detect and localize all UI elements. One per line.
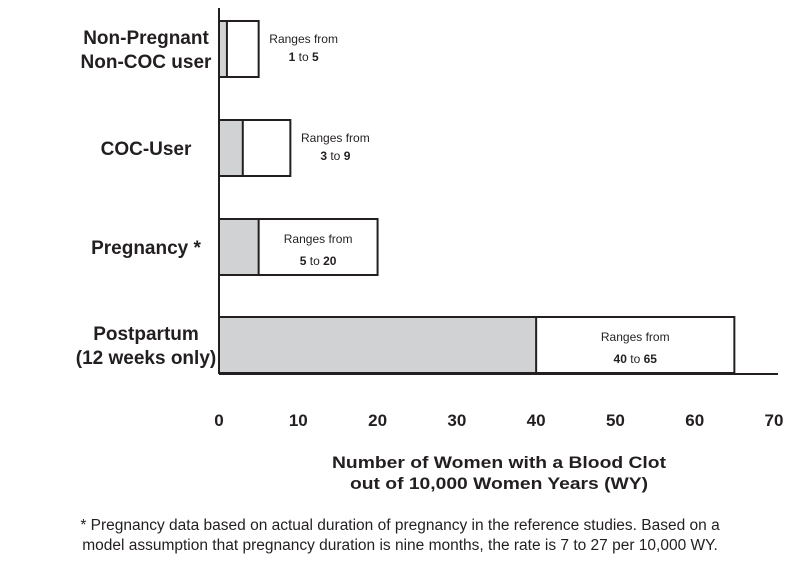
range-high: 20: [323, 254, 337, 268]
x-tick-label: 0: [214, 411, 223, 430]
range-label-prefix: Ranges from: [301, 131, 370, 145]
category-label: Non-Pregnant: [83, 28, 209, 49]
range-low: 3: [320, 149, 327, 163]
category-label: Non-COC user: [81, 52, 213, 73]
footnote-line-2: model assumption that pregnancy duration…: [82, 537, 718, 554]
x-tick-label: 40: [527, 411, 546, 430]
range-to: to: [306, 254, 323, 268]
range-label-values: 1 to 5: [289, 50, 319, 64]
x-axis-title: Number of Women with a Blood Clot: [332, 453, 666, 472]
x-tick-label: 20: [368, 411, 387, 430]
x-tick-label: 60: [685, 411, 704, 430]
range-to: to: [327, 149, 344, 163]
bar-low-2: [218, 218, 260, 276]
category-label: Pregnancy *: [91, 238, 201, 259]
range-low: 5: [300, 254, 307, 268]
range-high: 9: [344, 149, 351, 163]
footnote: * Pregnancy data based on actual duratio…: [0, 516, 800, 556]
range-label-prefix: Ranges from: [269, 32, 338, 46]
range-to: to: [627, 352, 644, 366]
x-axis-title: out of 10,000 Women Years (WY): [350, 474, 648, 493]
bar-low-1: [218, 119, 244, 177]
bar-low-3: [218, 316, 538, 374]
range-label-prefix: Ranges from: [284, 232, 353, 246]
x-tick-label: 30: [447, 411, 466, 430]
range-low: 40: [614, 352, 628, 366]
bar-low-0: [218, 20, 228, 78]
category-label: Postpartum: [93, 324, 199, 345]
category-label: COC-User: [101, 139, 192, 160]
range-high: 5: [312, 50, 319, 64]
range-label-values: 3 to 9: [320, 149, 350, 163]
range-high: 65: [644, 352, 658, 366]
range-low: 1: [289, 50, 296, 64]
range-label-values: 40 to 65: [614, 352, 658, 366]
x-tick-label: 70: [765, 411, 784, 430]
range-label-prefix: Ranges from: [601, 330, 670, 344]
range-label-values: 5 to 20: [300, 254, 337, 268]
category-label: (12 weeks only): [76, 348, 216, 369]
x-tick-label: 50: [606, 411, 625, 430]
range-to: to: [295, 50, 312, 64]
x-tick-label: 10: [289, 411, 308, 430]
footnote-line-1: * Pregnancy data based on actual duratio…: [80, 517, 720, 534]
